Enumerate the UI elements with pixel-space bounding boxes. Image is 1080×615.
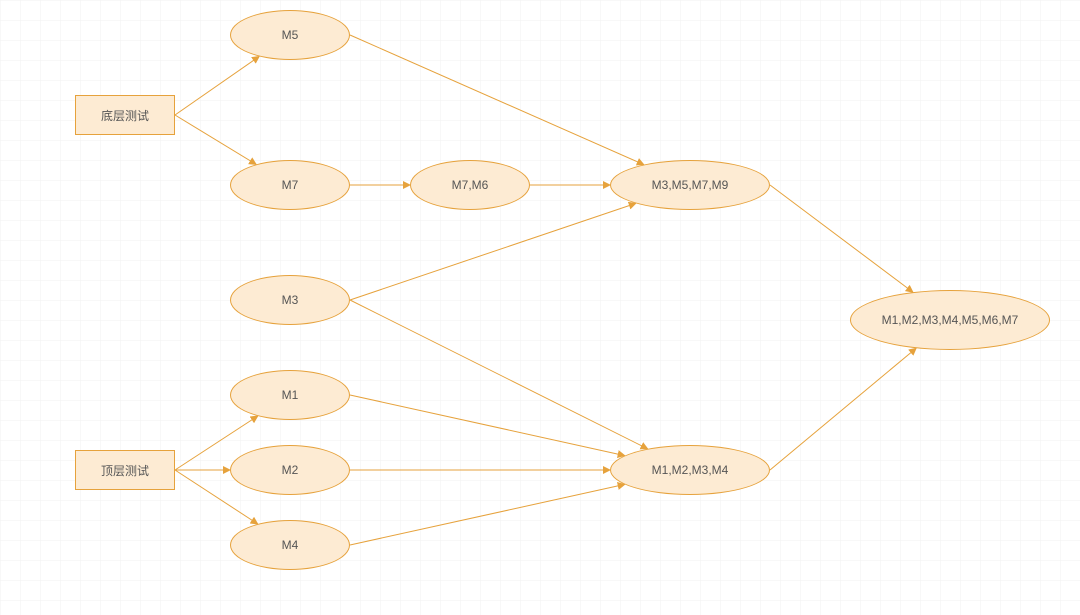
node-m3: M3 [230, 275, 350, 325]
node-label-bottom_test: 底层测试 [101, 107, 149, 124]
node-label-m1234: M1,M2,M3,M4 [652, 463, 729, 477]
node-label-top_test: 顶层测试 [101, 462, 149, 479]
node-label-m2: M2 [282, 463, 299, 477]
node-label-m7m6: M7,M6 [452, 178, 489, 192]
node-m3579: M3,M5,M7,M9 [610, 160, 770, 210]
edge-m1234-all [770, 348, 916, 470]
node-label-m3: M3 [282, 293, 299, 307]
edge-m3-m1234 [350, 300, 648, 449]
edge-bottom_test-m7 [175, 115, 256, 164]
node-label-m4: M4 [282, 538, 299, 552]
node-bottom_test: 底层测试 [75, 95, 175, 135]
node-m2: M2 [230, 445, 350, 495]
node-label-all: M1,M2,M3,M4,M5,M6,M7 [882, 313, 1019, 327]
node-m1234: M1,M2,M3,M4 [610, 445, 770, 495]
edge-m3-m3579 [350, 203, 636, 300]
node-m5: M5 [230, 10, 350, 60]
node-label-m3579: M3,M5,M7,M9 [652, 178, 729, 192]
node-m7m6: M7,M6 [410, 160, 530, 210]
node-label-m5: M5 [282, 28, 299, 42]
node-m7: M7 [230, 160, 350, 210]
edge-m4-m1234 [350, 484, 625, 545]
node-m4: M4 [230, 520, 350, 570]
node-all: M1,M2,M3,M4,M5,M6,M7 [850, 290, 1050, 350]
edge-m3579-all [770, 185, 913, 292]
edge-m5-m3579 [350, 35, 644, 165]
node-top_test: 顶层测试 [75, 450, 175, 490]
edge-bottom_test-m5 [175, 56, 259, 115]
node-label-m1: M1 [282, 388, 299, 402]
node-m1: M1 [230, 370, 350, 420]
node-label-m7: M7 [282, 178, 299, 192]
edge-m1-m1234 [350, 395, 625, 456]
diagram-canvas: 底层测试 M5 M7 M7,M6 M3,M5,M7,M9 M3 顶层测试 M1 M2 M4 M1,M… [0, 0, 1080, 615]
